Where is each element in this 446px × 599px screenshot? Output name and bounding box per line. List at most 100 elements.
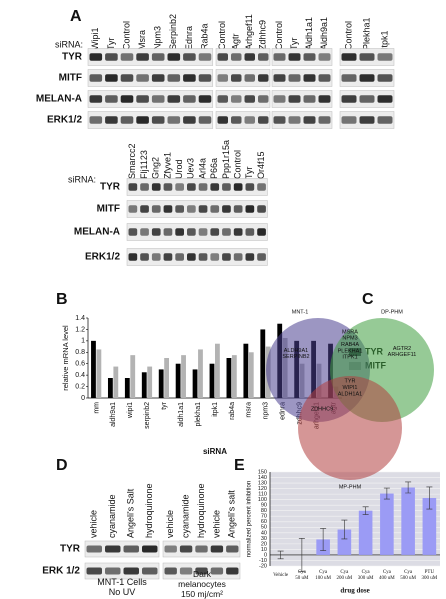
blot-band: [89, 74, 103, 82]
blot-band: [183, 95, 196, 103]
error-bar: [298, 538, 305, 572]
blot-band: [210, 183, 220, 191]
blot-band: [233, 228, 243, 236]
x-tick-label: Cya 500 uM: [400, 570, 416, 581]
lane-label: Flj1123: [139, 150, 149, 179]
x-tick-label: npm3: [263, 402, 270, 420]
y-tick-label: 0.8: [75, 349, 85, 356]
blot-band: [210, 228, 220, 236]
y-tick-label: 90: [261, 503, 267, 509]
blot-band: [288, 53, 301, 61]
y-tick-label: 140: [258, 475, 267, 481]
venn-region: MSRA NPM3 RAB4A PLEKHA1 ITPK1: [338, 330, 363, 361]
blot-band: [318, 116, 331, 124]
error-bar: [383, 487, 390, 500]
blot-band: [164, 545, 177, 553]
blot-band: [86, 545, 102, 553]
blot-band: [142, 545, 158, 553]
blot-band: [105, 116, 118, 124]
blot-band: [123, 567, 139, 575]
lane-label: cyanamide: [180, 494, 190, 538]
bar: [248, 352, 254, 398]
lane-label: Arhgef11: [244, 14, 254, 50]
y-tick-label: -20: [259, 563, 267, 569]
blot-band: [231, 116, 242, 124]
y-tick-label: 10: [261, 547, 267, 553]
sirna-label: siRNA:: [55, 39, 83, 49]
bar: [164, 358, 170, 398]
x-tick-label: Cya 400 uM: [379, 570, 395, 581]
blot-band: [136, 74, 149, 82]
blot-band: [105, 567, 121, 575]
blot-band: [198, 228, 208, 236]
blot-band: [273, 53, 286, 61]
y-tick-label: 1.4: [75, 315, 85, 322]
blot-band: [231, 95, 242, 103]
blot-row-label: TYR: [62, 52, 83, 63]
blot-frame: [126, 178, 268, 196]
blot-band: [288, 95, 301, 103]
blot-frame: [215, 69, 271, 87]
blot-frame: [87, 90, 214, 108]
blot-band: [222, 183, 231, 191]
blot-band: [179, 545, 193, 553]
blot-band: [187, 253, 196, 261]
y-tick-label: 80: [261, 508, 267, 514]
blot-band: [128, 205, 138, 213]
lane-label: Urod: [174, 159, 184, 179]
lane-label: vehicle: [89, 510, 99, 538]
blot-frame: [271, 111, 333, 129]
bar: [181, 355, 186, 398]
lane-label: Control: [121, 21, 131, 50]
blot-band: [163, 205, 173, 213]
y-tick-label: 60: [261, 519, 267, 525]
bar: [141, 372, 147, 398]
blot-band: [377, 53, 393, 61]
blot-row-label: MELAN-A: [36, 94, 82, 105]
blot-band: [210, 253, 220, 261]
lane-label: Uev3: [186, 158, 196, 179]
venn-region: ALDH9A1 SERPINB2: [282, 348, 309, 360]
error-bar: [405, 481, 412, 494]
y-tick-label: 70: [261, 514, 267, 520]
x-tick-label: wipi1: [127, 402, 134, 419]
blot-frame: [87, 111, 214, 129]
blot-row-label: TYR: [100, 182, 121, 193]
blot-band: [175, 205, 184, 213]
blot-band: [164, 567, 177, 575]
blot-band: [217, 95, 228, 103]
blot-frame: [215, 48, 271, 66]
y-tick-label: 0.2: [75, 383, 85, 390]
bar: [358, 510, 373, 555]
blot-band: [222, 205, 231, 213]
y-tick-label: 130: [258, 481, 267, 487]
blot-band: [151, 183, 161, 191]
blot-frame: [87, 69, 214, 87]
blot-frame: [126, 223, 268, 241]
blot-band: [245, 183, 255, 191]
y-tick-label: -10: [259, 558, 267, 564]
blot-band: [258, 116, 269, 124]
blot-band: [151, 205, 161, 213]
blot-band: [222, 228, 231, 236]
blot-frame: [84, 540, 160, 558]
blot-band: [341, 74, 357, 82]
lane-label: vehicle: [165, 510, 175, 538]
blot-band: [318, 74, 331, 82]
bar: [147, 366, 153, 398]
lane-label: Ppp1r15a: [221, 140, 231, 179]
blot-band: [273, 95, 286, 103]
blot-band: [89, 53, 103, 61]
x-tick-label: tyr: [161, 401, 168, 409]
y-tick-label: 40: [261, 530, 267, 536]
bar: [337, 529, 352, 555]
lane-label: Itpk1: [379, 30, 389, 50]
blot-frame: [126, 200, 268, 218]
lane-label: Tyr: [289, 37, 299, 50]
lane-label: Serpinb2: [168, 14, 178, 50]
x-tick-label: aldh1a1: [178, 402, 185, 427]
lane-label: Angeli's Salt: [126, 488, 136, 538]
x-tick-label: aldh9a1: [110, 402, 117, 427]
lane-label: Aldh9a1: [319, 17, 329, 50]
blot-band: [377, 74, 393, 82]
